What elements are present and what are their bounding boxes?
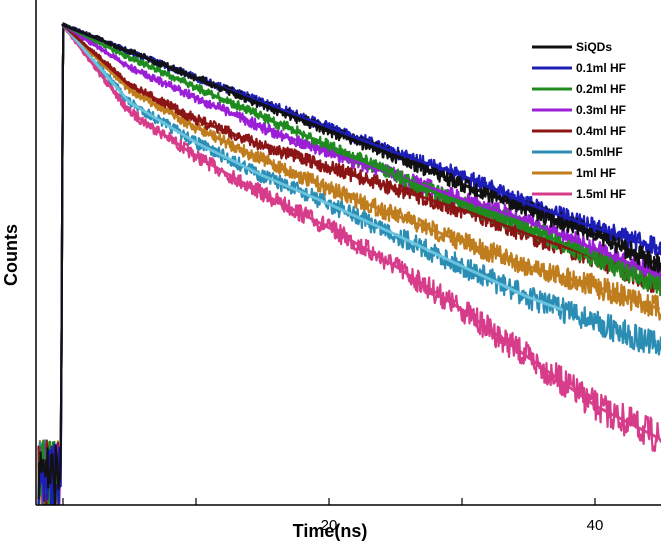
trace-0-4ml-hf <box>39 26 661 504</box>
legend-label: 1.5ml HF <box>576 187 626 201</box>
x-tick-label: 40 <box>587 517 604 534</box>
trace-0-1ml-hf <box>39 25 661 504</box>
legend-label: 0.3ml HF <box>576 103 626 117</box>
y-axis-title: Counts <box>1 224 21 286</box>
x-axis-title: Time(ns) <box>293 521 368 541</box>
legend-label: 0.2ml HF <box>576 82 626 96</box>
legend-label: 0.4ml HF <box>576 124 626 138</box>
trace-1ml-hf <box>39 26 661 504</box>
trace-0-2ml-hf <box>39 24 661 504</box>
legend: SiQDs 0.1ml HF 0.2ml HF 0.3ml HF 0.4ml HF 0.5… <box>532 40 626 201</box>
legend-label: 1ml HF <box>576 166 616 180</box>
trace-group <box>39 23 661 504</box>
trace-0-5mlhf <box>39 25 661 504</box>
legend-label: 0.5mlHF <box>576 145 623 159</box>
legend-label: 0.1ml HF <box>576 61 626 75</box>
trace-1-5ml-hf <box>39 25 661 504</box>
legend-label: SiQDs <box>576 40 612 54</box>
trace-0-3ml-hf <box>39 25 661 504</box>
